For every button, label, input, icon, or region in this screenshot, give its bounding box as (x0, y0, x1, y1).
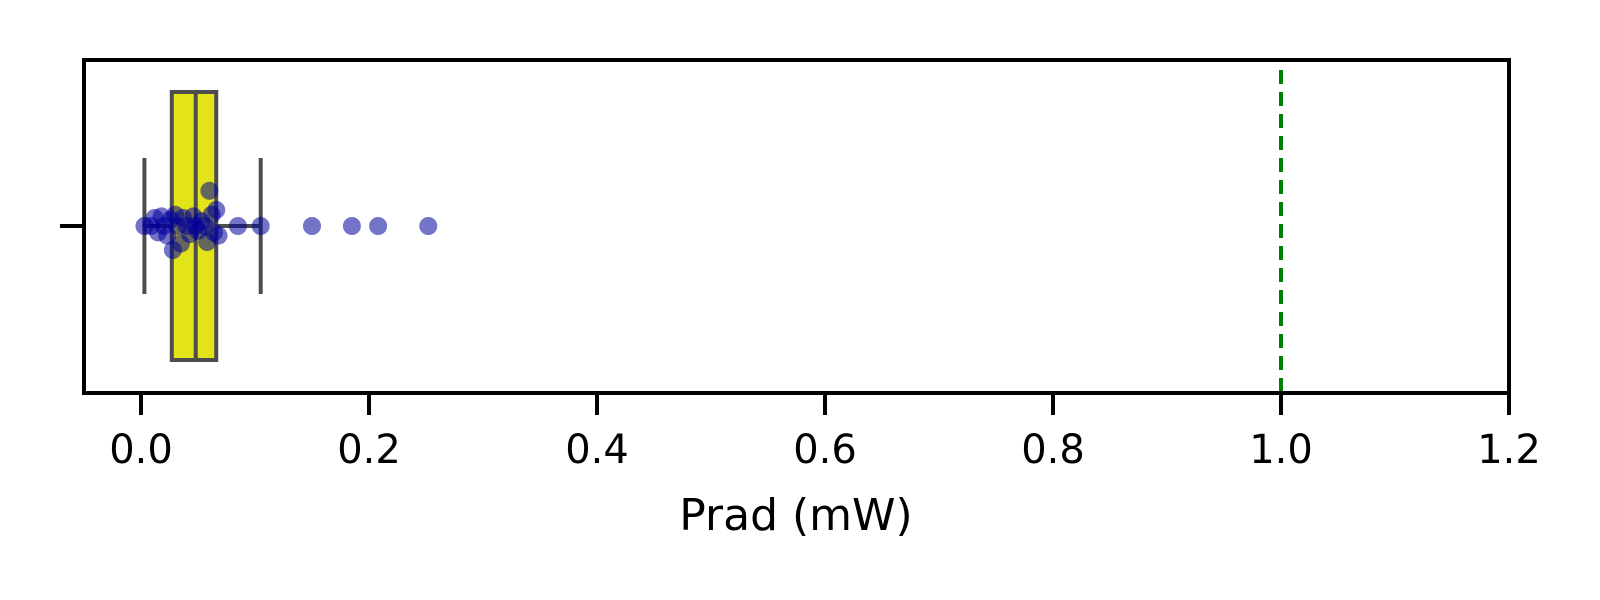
x-tick-label: 0.6 (793, 427, 857, 473)
data-point (419, 217, 438, 235)
data-point (200, 181, 219, 200)
data-point (251, 217, 270, 235)
x-axis-label: Prad (mW) (679, 490, 912, 541)
data-point (207, 201, 226, 219)
x-tick-label: 1.0 (1249, 427, 1313, 473)
x-axis-ticks: 0.0 0.2 0.4 0.6 0.8 1.0 1.2 (109, 393, 1541, 473)
x-tick-label: 0.0 (109, 427, 173, 473)
x-tick-label: 0.2 (337, 427, 401, 473)
data-point (369, 217, 388, 235)
x-tick-label: 1.2 (1477, 427, 1541, 473)
data-point (342, 217, 361, 235)
plot-frame (82, 58, 1511, 395)
x-tick-label: 0.8 (1021, 427, 1085, 473)
data-point (228, 217, 247, 235)
points-layer (135, 181, 438, 259)
data-point (303, 217, 321, 235)
data-point (209, 226, 228, 245)
x-tick-label: 0.4 (565, 427, 629, 473)
